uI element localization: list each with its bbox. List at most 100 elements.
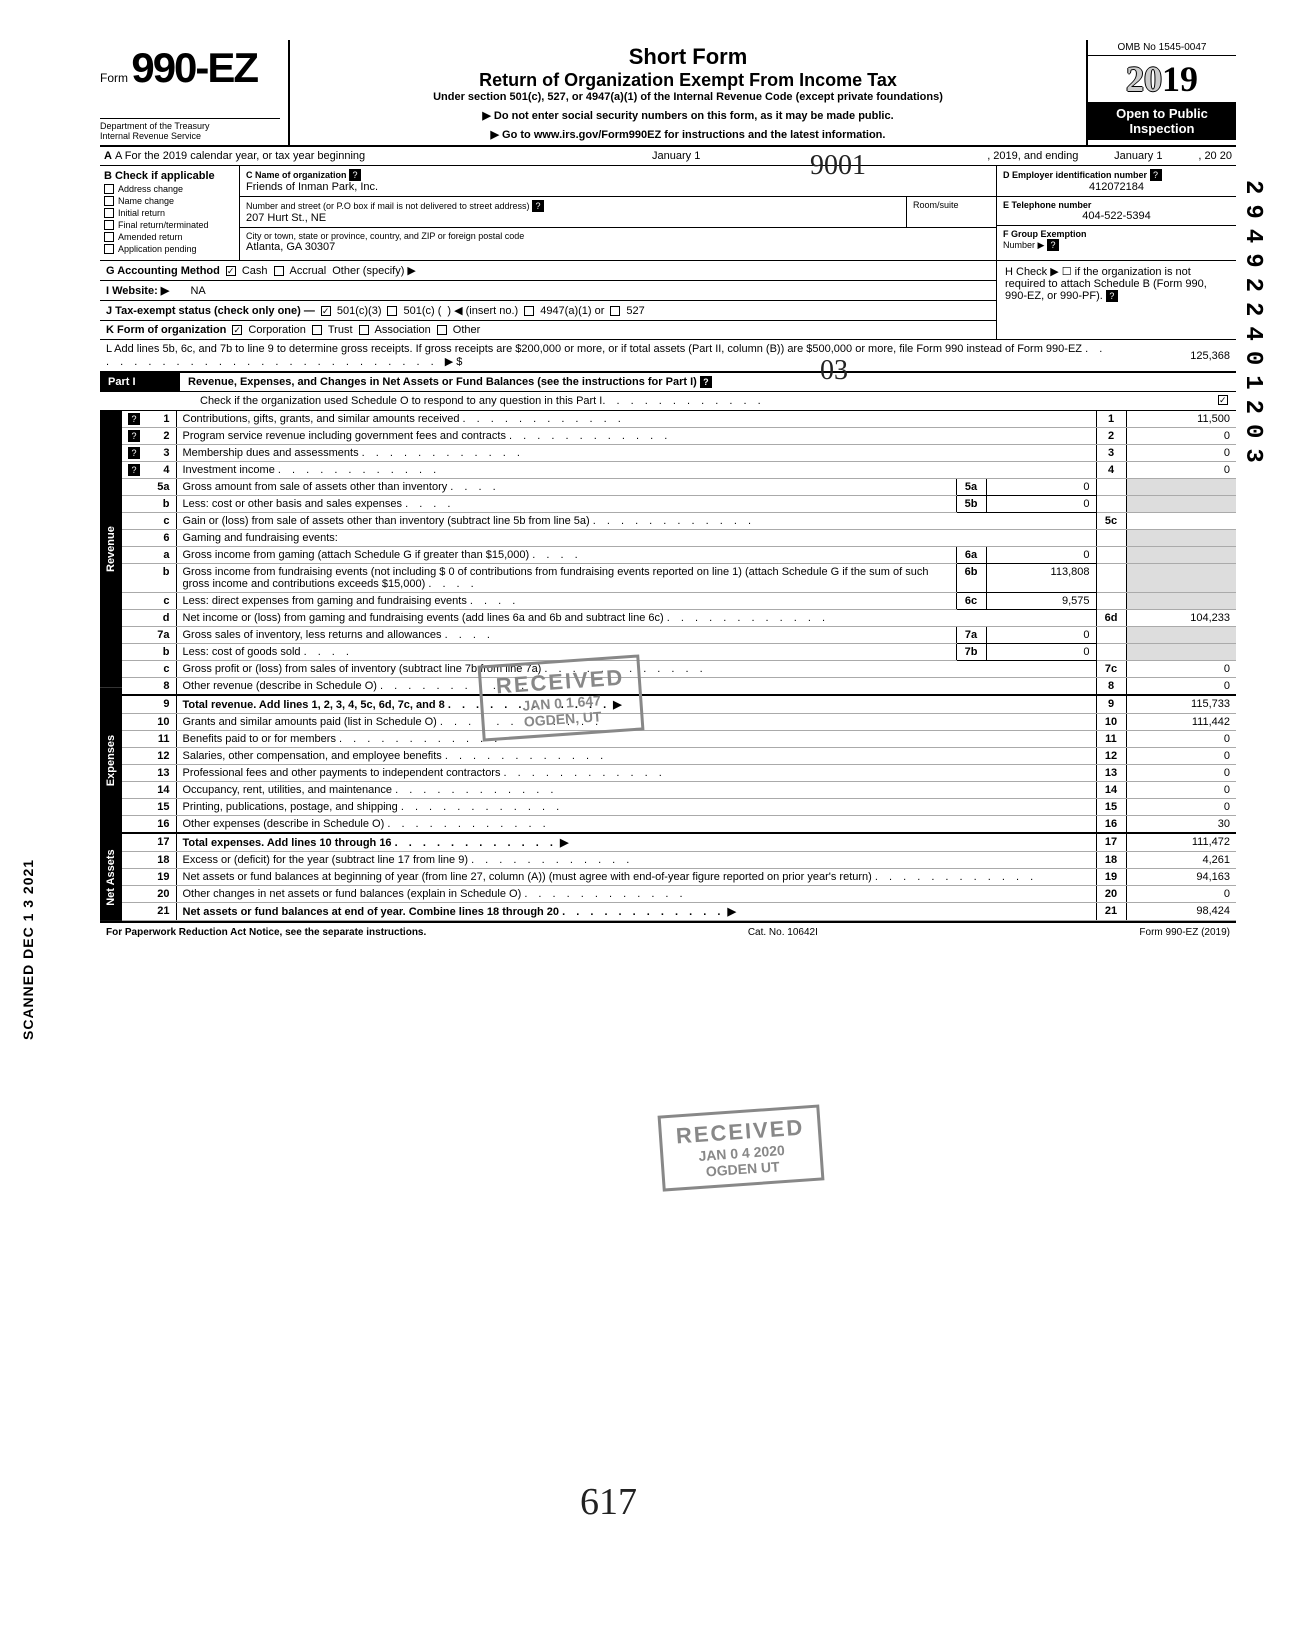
line-number: 1 bbox=[146, 411, 176, 428]
line-amount: 0 bbox=[1126, 661, 1236, 678]
line-number: c bbox=[146, 593, 176, 610]
help-icon[interactable]: ? bbox=[128, 413, 140, 425]
line-box: 6d bbox=[1096, 610, 1126, 627]
line-box: 2 bbox=[1096, 428, 1126, 445]
tax-year: 2019 bbox=[1088, 56, 1236, 102]
line-number: 6 bbox=[146, 530, 176, 547]
help-icon[interactable]: ? bbox=[1150, 169, 1162, 181]
checkbox-row: Name change bbox=[104, 196, 235, 206]
form-subtitle: Under section 501(c), 527, or 4947(a)(1)… bbox=[300, 91, 1076, 103]
line-number: 3 bbox=[146, 445, 176, 462]
help-icon[interactable]: ? bbox=[128, 447, 140, 459]
help-icon[interactable]: ? bbox=[128, 464, 140, 476]
checkbox[interactable] bbox=[104, 184, 114, 194]
part-1-header: Part I Revenue, Expenses, and Changes in… bbox=[100, 373, 1236, 392]
line-desc: Gross sales of inventory, less returns a… bbox=[176, 627, 956, 644]
line-desc: Investment income . . . . . . . . . . . … bbox=[176, 462, 1096, 479]
501c3-checkbox[interactable] bbox=[321, 306, 331, 316]
lines-table: ?1Contributions, gifts, grants, and simi… bbox=[122, 411, 1236, 921]
org-street: 207 Hurt St., NE bbox=[246, 212, 900, 224]
table-row: 6Gaming and fundraising events: bbox=[122, 530, 1236, 547]
section-j: J Tax-exempt status (check only one) — 5… bbox=[100, 301, 996, 321]
line-amount: 4,261 bbox=[1126, 852, 1236, 869]
line-number: 12 bbox=[146, 748, 176, 765]
line-desc: Gaming and fundraising events: bbox=[176, 530, 1096, 547]
line-box: 10 bbox=[1096, 714, 1126, 731]
help-icon[interactable]: ? bbox=[1047, 239, 1059, 251]
checkbox[interactable] bbox=[104, 196, 114, 206]
cash-checkbox[interactable] bbox=[226, 266, 236, 276]
line-number: 10 bbox=[146, 714, 176, 731]
section-b-title: B Check if applicable bbox=[104, 170, 235, 182]
checkbox[interactable] bbox=[104, 232, 114, 242]
line-box: 19 bbox=[1096, 869, 1126, 886]
line-desc: Gross profit or (loss) from sales of inv… bbox=[176, 661, 1096, 678]
line-box: 21 bbox=[1096, 903, 1126, 921]
line-box: 12 bbox=[1096, 748, 1126, 765]
line-number: c bbox=[146, 661, 176, 678]
checkbox-row: Amended return bbox=[104, 232, 235, 242]
line-desc: Other changes in net assets or fund bala… bbox=[176, 886, 1096, 903]
help-icon[interactable]: ? bbox=[700, 376, 712, 388]
checkbox-row: Initial return bbox=[104, 208, 235, 218]
table-row: 15Printing, publications, postage, and s… bbox=[122, 799, 1236, 816]
line-number: 5a bbox=[146, 479, 176, 496]
4947-checkbox[interactable] bbox=[524, 306, 534, 316]
sub-amount: 0 bbox=[986, 496, 1096, 513]
accrual-checkbox[interactable] bbox=[274, 266, 284, 276]
table-row: bGross income from fundraising events (n… bbox=[122, 564, 1236, 593]
line-box: 15 bbox=[1096, 799, 1126, 816]
line-desc: Printing, publications, postage, and shi… bbox=[176, 799, 1096, 816]
corp-checkbox[interactable] bbox=[232, 325, 242, 335]
side-net-assets: Net Assets bbox=[100, 836, 122, 921]
form-number: Form 990-EZ bbox=[100, 44, 280, 92]
help-icon[interactable]: ? bbox=[1106, 290, 1118, 302]
scan-stamp-left: SCANNED DEC 1 3 2021 bbox=[20, 859, 36, 1040]
line-desc: Gross income from fundraising events (no… bbox=[176, 564, 956, 593]
line-number: 20 bbox=[146, 886, 176, 903]
schedule-o-checkbox[interactable] bbox=[1218, 395, 1228, 405]
checkbox-row: Final return/terminated bbox=[104, 220, 235, 230]
assoc-checkbox[interactable] bbox=[359, 325, 369, 335]
line-box: 13 bbox=[1096, 765, 1126, 782]
501c-checkbox[interactable] bbox=[387, 306, 397, 316]
527-checkbox[interactable] bbox=[610, 306, 620, 316]
table-row: 9Total revenue. Add lines 1, 2, 3, 4, 5c… bbox=[122, 695, 1236, 714]
open-inspection: Open to Public Inspection bbox=[1088, 102, 1236, 140]
checkbox-row: Application pending bbox=[104, 244, 235, 254]
line-number: 14 bbox=[146, 782, 176, 799]
line-number: 19 bbox=[146, 869, 176, 886]
help-icon[interactable]: ? bbox=[532, 200, 544, 212]
line-box: 5c bbox=[1096, 513, 1126, 530]
table-row: 7aGross sales of inventory, less returns… bbox=[122, 627, 1236, 644]
table-row: bLess: cost of goods sold . . . .7b0 bbox=[122, 644, 1236, 661]
section-b-to-f: B Check if applicable Address changeName… bbox=[100, 166, 1236, 261]
line-number: 11 bbox=[146, 731, 176, 748]
line-number: 16 bbox=[146, 816, 176, 834]
table-row: 20Other changes in net assets or fund ba… bbox=[122, 886, 1236, 903]
line-amount: 0 bbox=[1126, 462, 1236, 479]
line-desc: Net assets or fund balances at end of ye… bbox=[176, 903, 1096, 921]
side-expenses: Expenses bbox=[100, 687, 122, 836]
help-icon[interactable]: ? bbox=[349, 169, 361, 181]
checkbox-label: Final return/terminated bbox=[118, 220, 209, 230]
line-number: 18 bbox=[146, 852, 176, 869]
line-desc: Total expenses. Add lines 10 through 16 … bbox=[176, 833, 1096, 852]
checkbox[interactable] bbox=[104, 208, 114, 218]
sub-box: 6b bbox=[956, 564, 986, 593]
scan-code-right: 294922401203 bbox=[1239, 180, 1266, 473]
line-desc: Grants and similar amounts paid (list in… bbox=[176, 714, 1096, 731]
other-checkbox[interactable] bbox=[437, 325, 447, 335]
line-box: 1 bbox=[1096, 411, 1126, 428]
trust-checkbox[interactable] bbox=[312, 325, 322, 335]
sub-box: 6a bbox=[956, 547, 986, 564]
line-amount: 115,733 bbox=[1126, 695, 1236, 714]
table-row: dNet income or (loss) from gaming and fu… bbox=[122, 610, 1236, 627]
line-box: 20 bbox=[1096, 886, 1126, 903]
section-k: K Form of organization Corporation Trust… bbox=[100, 321, 996, 339]
help-icon[interactable]: ? bbox=[128, 430, 140, 442]
checkbox[interactable] bbox=[104, 244, 114, 254]
line-amount: 0 bbox=[1126, 731, 1236, 748]
checkbox[interactable] bbox=[104, 220, 114, 230]
table-row: 12Salaries, other compensation, and empl… bbox=[122, 748, 1236, 765]
